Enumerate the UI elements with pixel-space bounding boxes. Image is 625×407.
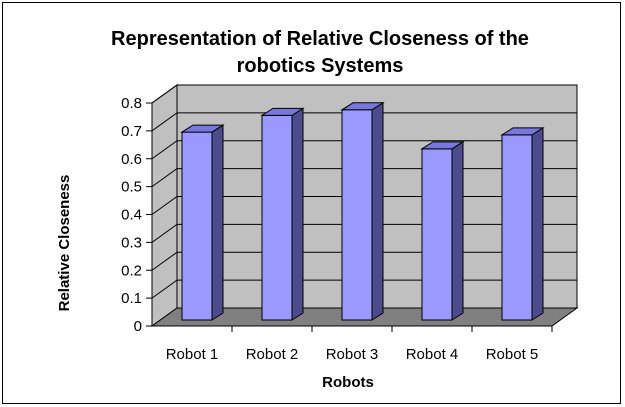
x-tick-label: Robot 1 xyxy=(166,346,219,363)
bar-front xyxy=(501,134,533,321)
plot-area: 0 0.1 0.2 0.3 0.4 0.5 0.6 0.7 0.8 Robot 1 Robot 2 R… xyxy=(121,84,579,363)
bar-top xyxy=(260,107,305,116)
gridline xyxy=(151,140,577,160)
x-tick-label: Robot 4 xyxy=(406,346,459,363)
bar-side xyxy=(531,126,544,321)
y-axis-label: Relative Closeness xyxy=(56,175,73,312)
bar-top xyxy=(420,141,465,150)
gridline xyxy=(151,112,577,132)
bar-side xyxy=(291,107,304,321)
y-tick-label: 0.3 xyxy=(121,234,142,251)
bar-side xyxy=(451,140,464,321)
x-tick-label: Robot 2 xyxy=(246,346,299,363)
x-tick-label: Robot 5 xyxy=(486,346,539,363)
x-axis-label: Robots xyxy=(322,374,374,391)
y-tick-label: 0.8 xyxy=(121,95,142,112)
y-tick-label: 0.6 xyxy=(121,151,142,168)
bar xyxy=(340,101,385,321)
x-tick-label: Robot 3 xyxy=(326,346,379,363)
gridline xyxy=(151,84,577,104)
bar-front xyxy=(261,114,293,321)
bar xyxy=(180,124,225,321)
bar xyxy=(260,107,305,321)
bar-front xyxy=(341,109,373,321)
y-tick-label: 0.7 xyxy=(121,123,142,140)
y-tick-label: 0.5 xyxy=(121,179,142,196)
bar xyxy=(420,140,465,321)
bar-top xyxy=(180,124,225,133)
bar-front xyxy=(181,131,213,321)
chart-title-line-2: robotics Systems xyxy=(237,55,404,77)
bar-side xyxy=(371,101,384,321)
bar-top xyxy=(340,102,385,111)
chart-title-line-1: Representation of Relative Closeness of … xyxy=(111,28,529,50)
bar-top xyxy=(500,127,545,136)
bar-side xyxy=(211,124,224,321)
y-tick-label: 0.4 xyxy=(121,207,142,224)
bar xyxy=(500,126,545,321)
y-tick-label: 0 xyxy=(134,318,142,335)
bar-front xyxy=(421,148,453,321)
y-tick-label: 0.2 xyxy=(121,262,142,279)
y-tick-label: 0.1 xyxy=(121,290,142,307)
